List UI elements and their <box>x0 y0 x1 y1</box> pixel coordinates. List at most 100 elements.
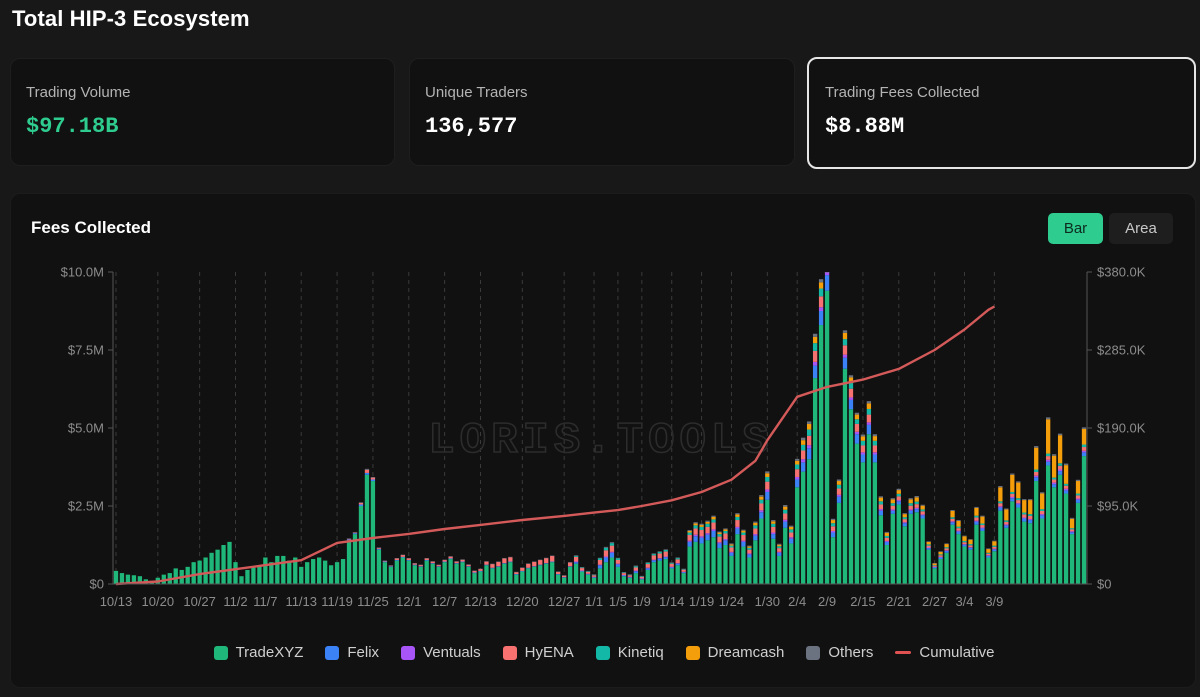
legend-item-ventuals[interactable]: Ventuals <box>401 644 481 661</box>
bar-dreamcash <box>980 516 985 524</box>
legend-item-dreamcash[interactable]: Dreamcash <box>685 644 784 661</box>
bar-tradexyz <box>227 541 232 584</box>
bar-dreamcash <box>717 532 722 535</box>
bar-tradexyz <box>1081 456 1087 584</box>
bar-dreamcash <box>926 541 931 545</box>
bar-tradexyz <box>1046 465 1051 584</box>
bar-ventuals <box>633 570 638 572</box>
bar-kinetiq <box>914 501 919 505</box>
bar-tradexyz <box>352 534 358 584</box>
bar-ventuals <box>1075 498 1081 500</box>
bar-hyena <box>388 565 394 567</box>
bar-ventuals <box>585 573 591 575</box>
trading-volume-card[interactable]: Trading Volume $97.18B <box>10 58 395 166</box>
bar-tradexyz <box>370 481 376 584</box>
bar-felix <box>448 558 453 560</box>
area-toggle-button[interactable]: Area <box>1109 213 1173 244</box>
bar-kinetiq <box>854 419 860 424</box>
legend-item-hyena[interactable]: HyENA <box>502 644 574 661</box>
bar-hyena <box>878 504 883 510</box>
bar-hyena <box>478 569 483 571</box>
bar-ventuals <box>860 452 866 455</box>
trading-fees-card[interactable]: Trading Fees Collected $8.88M <box>807 57 1196 169</box>
bar-felix <box>663 557 668 560</box>
bar-tradexyz <box>693 541 698 584</box>
bar-ventuals <box>974 520 979 522</box>
x-tick-label: 12/27 <box>548 594 581 609</box>
chart-title: Fees Collected <box>31 218 151 237</box>
legend-label: Ventuals <box>423 644 481 661</box>
bar-tradexyz <box>585 574 591 584</box>
bar-kinetiq <box>753 525 758 529</box>
legend-swatch <box>502 645 517 660</box>
bar-dreamcash <box>1028 500 1033 515</box>
bar-tradexyz <box>424 560 429 584</box>
legend-item-tradexyz[interactable]: TradeXYZ <box>213 644 303 661</box>
bar-dreamcash <box>944 544 949 548</box>
bar-felix <box>687 541 692 547</box>
bar-tradexyz <box>860 462 866 584</box>
bar-tradexyz <box>747 557 752 584</box>
bar-hyena <box>818 296 824 308</box>
bar-tradexyz <box>836 502 842 584</box>
bar-tradexyz <box>173 568 178 584</box>
bar-tradexyz <box>711 537 716 584</box>
bar-kinetiq <box>657 551 662 554</box>
bar-others <box>956 520 961 521</box>
bar-tradexyz <box>639 579 644 584</box>
bar-others <box>603 546 609 548</box>
legend-item-others[interactable]: Others <box>806 644 873 661</box>
bar-dreamcash <box>884 532 889 536</box>
bar-others <box>472 570 477 572</box>
bar-tradexyz <box>884 545 889 584</box>
bar-felix <box>424 559 429 561</box>
left-tick-label: $10.0M <box>61 265 104 280</box>
legend-item-felix[interactable]: Felix <box>325 644 379 661</box>
bar-felix <box>950 522 955 525</box>
bar-others <box>412 563 417 564</box>
bar-others <box>735 513 740 515</box>
unique-traders-card[interactable]: Unique Traders 136,577 <box>409 58 795 166</box>
bar-dreamcash <box>1016 482 1021 499</box>
bar-felix <box>842 357 848 369</box>
bar-dreamcash <box>789 526 794 530</box>
bar-tradexyz <box>818 325 824 584</box>
bar-kinetiq <box>771 523 776 527</box>
bar-hyena <box>669 563 674 567</box>
bar-hyena <box>914 504 919 508</box>
bar-felix <box>376 548 382 550</box>
bar-tradexyz <box>460 562 465 584</box>
bar-hyena <box>747 549 752 554</box>
bar-felix <box>968 547 973 550</box>
legend-swatch <box>895 651 912 654</box>
bar-felix <box>412 564 417 566</box>
bar-toggle-button[interactable]: Bar <box>1048 213 1103 244</box>
bar-hyena <box>681 569 686 572</box>
legend-item-cumulative[interactable]: Cumulative <box>895 644 994 661</box>
bar-hyena <box>896 496 901 501</box>
bar-tradexyz <box>944 552 949 584</box>
bar-others <box>681 568 686 570</box>
bar-tradexyz <box>412 565 417 584</box>
x-tick-label: 1/1 <box>585 594 603 609</box>
bar-hyena <box>442 559 447 562</box>
bar-kinetiq <box>675 558 680 560</box>
bar-felix <box>1069 532 1075 535</box>
bar-felix <box>430 563 435 564</box>
bar-others <box>848 375 854 378</box>
bar-hyena <box>663 551 668 557</box>
bar-felix <box>621 575 627 577</box>
bar-tradexyz <box>131 575 137 584</box>
bar-kinetiq <box>896 493 901 497</box>
x-tick-label: 11/25 <box>357 594 389 609</box>
bar-kinetiq <box>974 515 979 518</box>
bar-felix <box>1075 499 1081 503</box>
legend-item-kinetiq[interactable]: Kinetiq <box>595 644 664 661</box>
bar-dreamcash <box>968 539 973 545</box>
bar-felix <box>484 564 489 566</box>
bar-others <box>663 549 668 550</box>
bar-hyena <box>1046 456 1051 460</box>
bar-tradexyz <box>603 562 609 584</box>
bar-tradexyz <box>382 562 388 584</box>
bar-others <box>687 530 692 531</box>
